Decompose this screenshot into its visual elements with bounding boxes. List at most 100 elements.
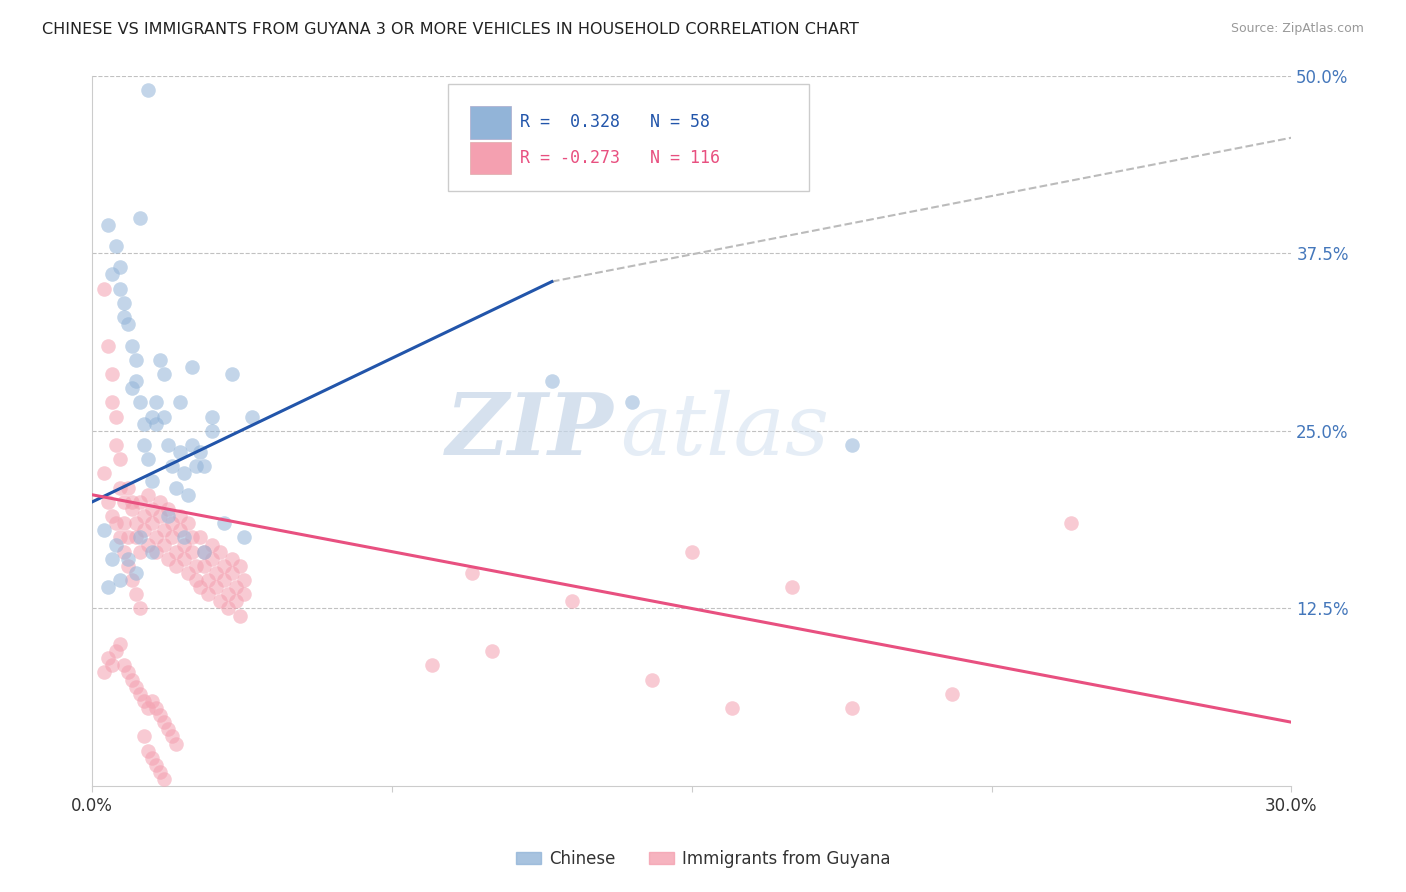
Point <box>160 516 183 531</box>
Point <box>209 594 232 608</box>
Point <box>193 459 215 474</box>
Point <box>149 708 172 723</box>
Point <box>177 516 200 531</box>
Point <box>641 673 664 687</box>
Point <box>129 544 152 558</box>
Point <box>780 580 803 594</box>
Point <box>217 587 239 601</box>
Point <box>108 637 131 651</box>
Point <box>117 317 139 331</box>
Point <box>112 658 135 673</box>
Point <box>184 459 207 474</box>
Point <box>105 644 128 658</box>
Point <box>136 701 159 715</box>
Point <box>108 260 131 275</box>
Point <box>153 537 176 551</box>
Point <box>136 488 159 502</box>
Point <box>205 566 228 580</box>
Point <box>141 502 163 516</box>
Point <box>129 395 152 409</box>
Point <box>125 680 148 694</box>
Point <box>141 694 163 708</box>
FancyBboxPatch shape <box>449 84 810 192</box>
Point <box>136 83 159 97</box>
Point <box>117 665 139 680</box>
Text: Source: ZipAtlas.com: Source: ZipAtlas.com <box>1230 22 1364 36</box>
Point <box>177 566 200 580</box>
Point <box>193 544 215 558</box>
Point <box>125 516 148 531</box>
Point <box>141 544 163 558</box>
Point <box>121 573 143 587</box>
Point <box>941 687 963 701</box>
Point <box>201 424 224 438</box>
Point <box>136 537 159 551</box>
Point <box>157 723 180 737</box>
Point <box>112 310 135 325</box>
Point <box>221 551 243 566</box>
Point <box>93 467 115 481</box>
Point <box>112 495 135 509</box>
Point <box>97 651 120 665</box>
Text: CHINESE VS IMMIGRANTS FROM GUYANA 3 OR MORE VEHICLES IN HOUSEHOLD CORRELATION CH: CHINESE VS IMMIGRANTS FROM GUYANA 3 OR M… <box>42 22 859 37</box>
Point <box>129 530 152 544</box>
Point <box>97 338 120 352</box>
Point <box>93 665 115 680</box>
Point <box>153 772 176 786</box>
Point <box>97 495 120 509</box>
Point <box>620 395 643 409</box>
Point <box>540 374 562 388</box>
Point <box>149 509 172 524</box>
Point <box>153 409 176 424</box>
Point <box>221 367 243 381</box>
Legend: Chinese, Immigrants from Guyana: Chinese, Immigrants from Guyana <box>509 844 897 875</box>
FancyBboxPatch shape <box>470 142 510 174</box>
Point <box>420 658 443 673</box>
Point <box>209 544 232 558</box>
Point <box>221 566 243 580</box>
Point <box>229 608 252 623</box>
Point <box>165 558 187 573</box>
FancyBboxPatch shape <box>470 106 510 139</box>
Point <box>134 524 156 538</box>
Point <box>212 516 235 531</box>
Point <box>125 374 148 388</box>
Point <box>108 530 131 544</box>
Point <box>157 551 180 566</box>
Point <box>233 530 256 544</box>
Point <box>101 395 124 409</box>
Point <box>101 268 124 282</box>
Point <box>112 516 135 531</box>
Point <box>105 409 128 424</box>
Point <box>181 359 204 374</box>
Point <box>136 743 159 757</box>
Point <box>108 452 131 467</box>
Point <box>841 701 863 715</box>
Point <box>157 438 180 452</box>
Point <box>153 715 176 730</box>
Text: ZIP: ZIP <box>446 389 614 473</box>
Point <box>169 395 191 409</box>
Point <box>145 757 167 772</box>
Point <box>134 730 156 744</box>
Point <box>160 530 183 544</box>
Point <box>197 573 219 587</box>
Point <box>125 352 148 367</box>
Point <box>149 352 172 367</box>
Point <box>125 530 148 544</box>
Point <box>108 573 131 587</box>
Point <box>188 530 211 544</box>
Point <box>149 764 172 779</box>
Point <box>145 701 167 715</box>
Point <box>121 502 143 516</box>
Point <box>201 537 224 551</box>
Point <box>160 459 183 474</box>
Text: atlas: atlas <box>620 390 830 472</box>
Point <box>181 438 204 452</box>
Point <box>173 467 195 481</box>
Point <box>160 730 183 744</box>
Point <box>188 445 211 459</box>
Point <box>134 509 156 524</box>
Point <box>117 551 139 566</box>
Point <box>165 737 187 751</box>
